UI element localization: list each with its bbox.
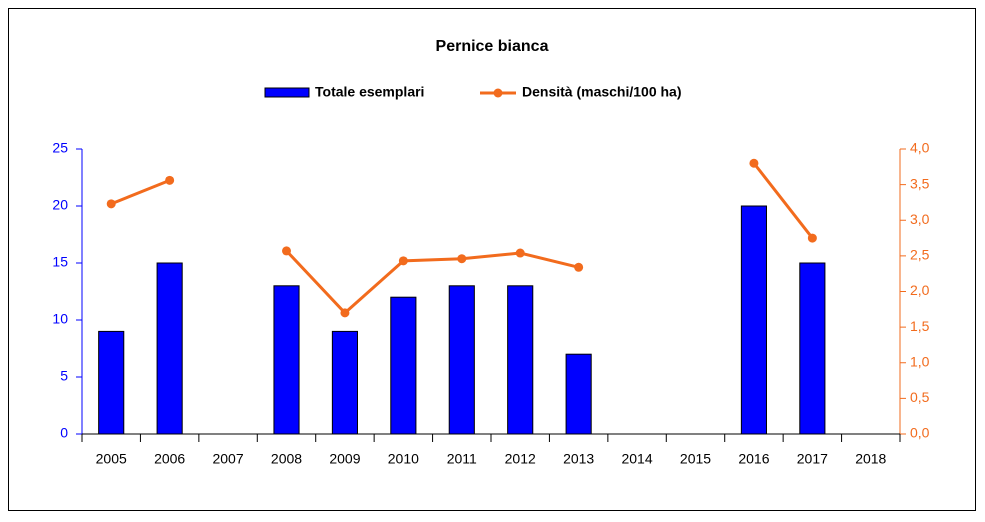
- line-point: [165, 175, 175, 185]
- legend-swatch: [493, 88, 503, 98]
- bar: [565, 353, 592, 435]
- bar: [799, 262, 826, 435]
- line-point: [807, 233, 817, 243]
- y2-tick-label: 0,5: [910, 389, 930, 405]
- x-tick-label: 2017: [797, 451, 828, 467]
- y2-tick-label: 0,0: [910, 425, 930, 441]
- y2-tick-label: 1,0: [910, 353, 930, 369]
- y2-tick-label: 3,0: [910, 211, 930, 227]
- y2-tick-label: 4,0: [910, 140, 930, 156]
- x-tick-label: 2016: [738, 451, 769, 467]
- chart-frame: [8, 8, 976, 511]
- line-point: [106, 199, 116, 209]
- bar: [390, 296, 417, 435]
- line-point: [749, 158, 759, 168]
- y-tick-label: 5: [60, 368, 68, 384]
- line: [110, 162, 814, 315]
- x-tick-label: 2009: [329, 451, 360, 467]
- line-point: [574, 262, 584, 272]
- bar: [448, 285, 475, 435]
- x-tick-label: 2010: [388, 451, 419, 467]
- y-tick-label: 20: [52, 197, 68, 213]
- bar: [740, 205, 767, 435]
- x-tick-label: 2013: [563, 451, 594, 467]
- bar: [507, 285, 534, 435]
- y2-tick-label: 1,5: [910, 318, 930, 334]
- line-point: [282, 246, 291, 256]
- line-point: [398, 256, 408, 266]
- chart-title: Pernice bianca: [436, 38, 549, 55]
- x-tick-label: 2005: [96, 451, 127, 467]
- line-point: [457, 254, 467, 264]
- y-tick-label: 25: [52, 140, 68, 156]
- line-point: [515, 248, 525, 258]
- x-tick-label: 2006: [154, 451, 185, 467]
- x-tick-label: 2014: [621, 451, 652, 467]
- bar: [331, 330, 358, 435]
- y2-tick-label: 2,5: [910, 247, 930, 263]
- x-tick-label: 2012: [505, 451, 536, 467]
- legend-label: Totale esemplari: [315, 84, 424, 100]
- y-tick-label: 10: [52, 311, 68, 327]
- y-tick-label: 0: [60, 425, 68, 441]
- legend-swatch: [264, 87, 310, 98]
- line-point: [340, 308, 350, 318]
- x-tick-label: 2008: [271, 451, 302, 467]
- y2-tick-label: 3,5: [910, 175, 930, 191]
- bar: [273, 285, 300, 435]
- y-tick-label: 15: [52, 254, 68, 270]
- x-tick-label: 2015: [680, 451, 711, 467]
- x-tick-label: 2011: [447, 451, 477, 467]
- legend-label: Densità (maschi/100 ha): [522, 84, 682, 100]
- x-tick-label: 2018: [855, 451, 886, 467]
- bar: [98, 330, 125, 435]
- y2-tick-label: 2,0: [910, 282, 930, 298]
- x-tick-label: 2007: [212, 451, 243, 467]
- bar: [156, 262, 183, 435]
